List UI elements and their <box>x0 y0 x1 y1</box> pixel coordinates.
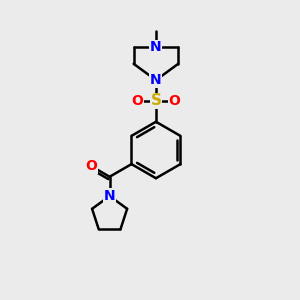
Text: O: O <box>168 94 180 108</box>
Text: N: N <box>104 189 116 203</box>
Text: N: N <box>104 189 116 203</box>
Text: O: O <box>86 159 98 173</box>
Text: N: N <box>150 73 162 87</box>
Text: S: S <box>150 94 161 109</box>
Text: N: N <box>150 40 162 55</box>
Text: O: O <box>132 94 143 108</box>
